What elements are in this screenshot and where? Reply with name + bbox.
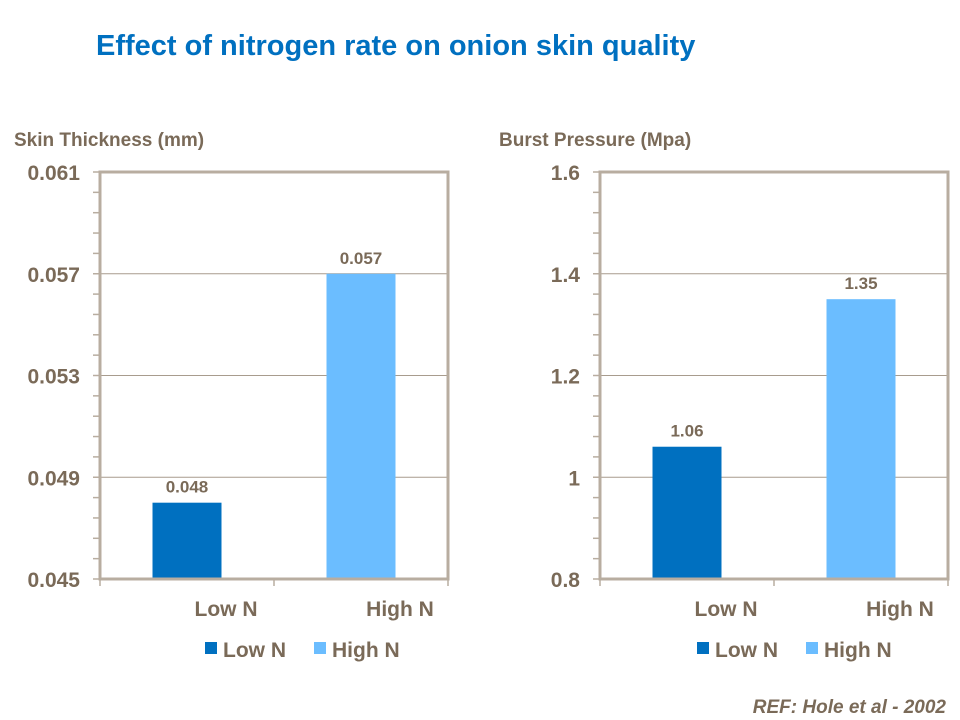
y-tick-label: 0.8 [551, 569, 581, 592]
legend-label-low-n: Low N [223, 639, 286, 662]
legend-swatch-high-n [806, 642, 818, 654]
data-label: 0.057 [340, 249, 383, 268]
y-tick-label: 0.049 [27, 467, 80, 490]
y-tick-label: 0.053 [27, 366, 80, 389]
x-tick-label: Low N [695, 598, 758, 621]
x-tick-label: High N [366, 598, 434, 621]
y-tick-label: 1.2 [551, 366, 580, 389]
legend-swatch-low-n [205, 642, 217, 654]
x-tick-label: Low N [195, 598, 258, 621]
y-tick-label: 0.061 [27, 162, 80, 185]
data-label: 1.35 [844, 274, 877, 293]
legend-swatch-high-n [314, 642, 326, 654]
bar-low-n [152, 502, 222, 579]
chart-title: Skin Thickness (mm) [14, 130, 204, 151]
x-tick-label: High N [866, 598, 934, 621]
y-tick-label: 0.057 [27, 264, 80, 287]
y-tick-label: 1 [568, 467, 580, 490]
legend-label-high-n: High N [332, 639, 400, 662]
bar-low-n [652, 446, 722, 579]
chart-title: Burst Pressure (Mpa) [499, 130, 691, 151]
bar-high-n [326, 273, 396, 579]
data-label: 1.06 [670, 422, 703, 441]
y-tick-label: 1.4 [551, 264, 581, 287]
y-tick-label: 1.6 [551, 162, 580, 185]
data-label: 0.048 [166, 478, 209, 497]
slide-title: Effect of nitrogen rate on onion skin qu… [96, 30, 696, 62]
legend-label-low-n: Low N [715, 639, 778, 662]
y-tick-label: 0.045 [27, 569, 80, 592]
bar-high-n [826, 299, 896, 579]
legend-swatch-low-n [697, 642, 709, 654]
reference-note: REF: Hole et al - 2002 [752, 697, 946, 718]
legend-label-high-n: High N [824, 639, 892, 662]
